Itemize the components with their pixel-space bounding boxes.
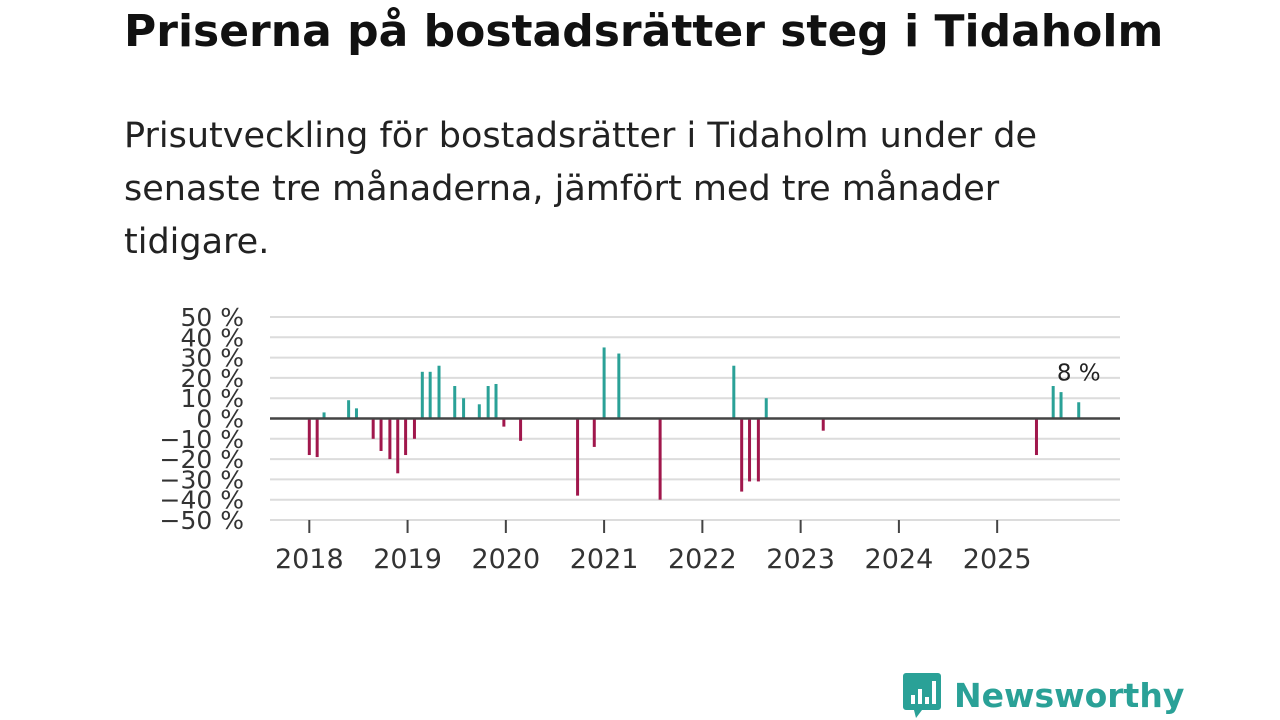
annotations: 8 %	[1057, 360, 1101, 386]
x-tick-label: 2019	[373, 544, 442, 575]
y-axis-labels: 50 %40 %30 %20 %10 %0 %−10 %−20 %−30 %−4…	[160, 303, 244, 535]
bar	[494, 383, 498, 419]
bar	[315, 418, 319, 458]
data-label: 8 %	[1057, 360, 1101, 386]
bar	[420, 371, 424, 419]
x-tick-label: 2023	[766, 544, 835, 575]
y-tick-label: 0 %	[196, 405, 244, 434]
bar	[437, 365, 441, 419]
y-tick-label: −10 %	[160, 425, 244, 454]
y-tick-label: −30 %	[160, 465, 244, 494]
bar	[396, 418, 400, 474]
y-tick-label: 40 %	[180, 323, 244, 352]
y-tick-label: 50 %	[180, 303, 244, 332]
bar	[1059, 392, 1063, 419]
y-tick-label: −50 %	[160, 506, 244, 535]
bar	[371, 418, 375, 439]
bar	[354, 408, 358, 419]
bar	[379, 418, 383, 451]
bar	[764, 398, 768, 419]
bar	[307, 418, 311, 456]
x-axis: 2018 2019 2020 2021 2022 2023 2024 2025	[275, 520, 1032, 575]
bar	[658, 418, 662, 500]
x-tick-label: 2020	[471, 544, 540, 575]
bar	[462, 398, 466, 419]
y-tick-label: 30 %	[180, 344, 244, 373]
bar	[502, 418, 506, 427]
bar	[453, 386, 457, 419]
x-tick-label: 2022	[668, 544, 737, 575]
bar	[347, 400, 351, 419]
gridlines	[270, 316, 1120, 521]
bar	[322, 412, 326, 419]
bar	[1051, 386, 1055, 419]
bar	[388, 418, 392, 460]
y-tick-label: −20 %	[160, 445, 244, 474]
bar	[740, 418, 744, 492]
bar	[602, 347, 606, 419]
bar	[1077, 402, 1081, 419]
x-tick-label: 2018	[275, 544, 344, 575]
x-tick-label: 2025	[963, 544, 1032, 575]
brand-name: Newsworthy	[954, 675, 1185, 715]
bar	[428, 371, 432, 419]
x-tick-label: 2021	[570, 544, 639, 575]
bar	[486, 386, 490, 419]
chart-subtitle: Prisutveckling för bostadsrätter i Tidah…	[124, 116, 1038, 262]
y-tick-label: −40 %	[160, 486, 244, 515]
bar	[1034, 418, 1038, 456]
bar	[519, 418, 523, 441]
y-tick-label: 20 %	[180, 364, 244, 393]
bar	[576, 418, 580, 496]
bar	[748, 418, 752, 482]
bar	[592, 418, 596, 447]
bar	[412, 418, 416, 439]
y-tick-label: 10 %	[180, 384, 244, 413]
chart-title: Priserna på bostadsrätter steg i Tidahol…	[124, 6, 1164, 57]
newsworthy-logo: Newsworthy	[902, 670, 1184, 720]
bar	[404, 418, 408, 456]
bar	[617, 353, 621, 419]
bar	[477, 404, 481, 419]
bar	[821, 418, 825, 431]
bar	[756, 418, 760, 482]
bar	[732, 365, 736, 419]
newsworthy-logo-icon	[903, 673, 941, 718]
bars	[270, 347, 1120, 500]
x-tick-label: 2024	[865, 544, 934, 575]
